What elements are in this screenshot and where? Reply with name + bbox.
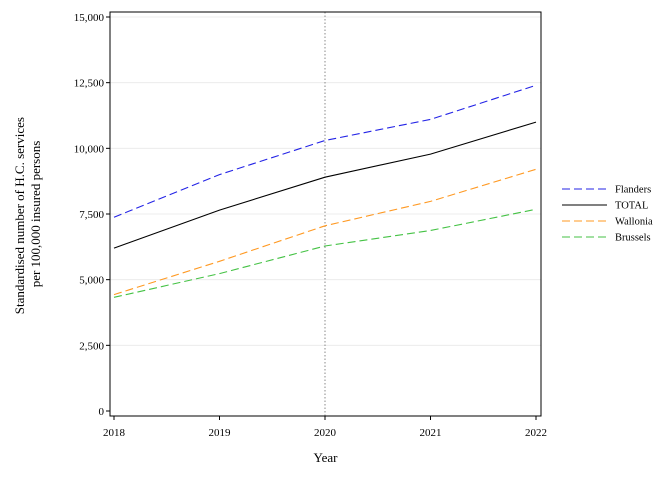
legend-label-wallonia: Wallonia	[615, 217, 653, 228]
y-tick-label: 15,000	[74, 12, 105, 24]
series-line-wallonia	[113, 168, 537, 296]
legend-label-flanders: Flanders	[615, 185, 651, 196]
axes: 0 2,500 5,000 7,500 10,000 12,500 15,000 2018 20…	[74, 12, 547, 439]
y-tick-label: 0	[99, 406, 105, 418]
y-tick-label: 10,000	[74, 143, 105, 155]
y-axis-title-line-1: Standardised number of H.C. services	[12, 117, 27, 314]
y-axis-title: Standardised number of H.C. services per…	[12, 114, 43, 314]
series-line-total	[113, 121, 537, 249]
series-line-flanders	[113, 84, 537, 218]
x-tick-label: 2020	[314, 427, 337, 439]
series-line-brussels	[113, 208, 537, 298]
x-axis-title: Year	[314, 450, 339, 465]
legend-label-brussels: Brussels	[615, 233, 651, 244]
y-axis-title-line-2: per 100,000 insured persons	[28, 141, 43, 288]
y-tick-label: 5,000	[79, 275, 104, 287]
legend: Flanders TOTAL Wallonia Brussels	[562, 185, 653, 244]
legend-label-total: TOTAL	[615, 201, 648, 212]
y-tick-label: 12,500	[74, 78, 105, 90]
x-tick-label: 2018	[103, 427, 126, 439]
y-tick-label: 2,500	[79, 340, 104, 352]
x-tick-label: 2021	[420, 427, 442, 439]
x-tick-label: 2019	[209, 427, 232, 439]
series-lines	[113, 84, 537, 298]
y-tick-label: 7,500	[79, 209, 104, 221]
x-tick-label: 2022	[525, 427, 547, 439]
